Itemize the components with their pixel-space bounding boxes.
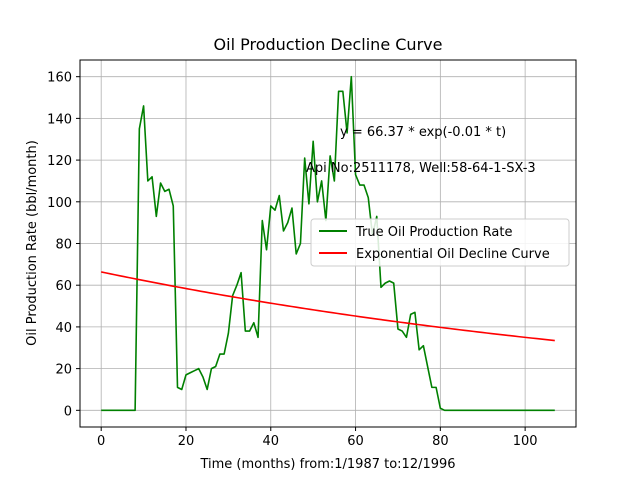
legend-label-exponential-decline: Exponential Oil Decline Curve <box>356 247 550 262</box>
y-axis-label: Oil Production Rate (bbl/month) <box>25 140 40 346</box>
y-tick-label: 0 <box>64 404 72 419</box>
legend-box <box>310 218 570 267</box>
x-axis-label: Time (months) from:1/1987 to:12/1996 <box>199 457 455 472</box>
x-tick-label: 60 <box>347 434 364 449</box>
series-line-true-production <box>101 75 555 412</box>
y-tick-label: 160 <box>47 71 72 86</box>
x-tick-label: 40 <box>262 434 279 449</box>
legend: True Oil Production Rate Exponential Oil… <box>310 218 570 267</box>
ticks: 0 20 40 60 80 100 0 20 40 60 80 100 120 140 160 <box>47 71 537 449</box>
y-tick-label: 80 <box>55 238 72 253</box>
y-tick-label: 40 <box>55 321 72 336</box>
x-tick-label: 20 <box>178 434 195 449</box>
x-tick-label: 100 <box>513 434 538 449</box>
x-tick-label: 80 <box>432 434 449 449</box>
well-annotation: Api No:2511178, Well:58-64-1-SX-3 <box>306 161 536 176</box>
y-tick-label: 20 <box>55 363 72 378</box>
chart-title: Oil Production Decline Curve <box>214 35 443 54</box>
y-tick-label: 60 <box>55 279 72 294</box>
legend-label-true-production: True Oil Production Rate <box>355 225 512 240</box>
series-line-exponential-decline <box>101 271 555 342</box>
y-tick-label: 140 <box>47 112 72 127</box>
y-tick-label: 100 <box>47 196 72 211</box>
series-layer <box>101 75 555 412</box>
x-tick-label: 0 <box>97 434 105 449</box>
y-tick-label: 120 <box>47 154 72 169</box>
equation-annotation: y = 66.37 * exp(-0.01 * t) <box>340 125 506 140</box>
